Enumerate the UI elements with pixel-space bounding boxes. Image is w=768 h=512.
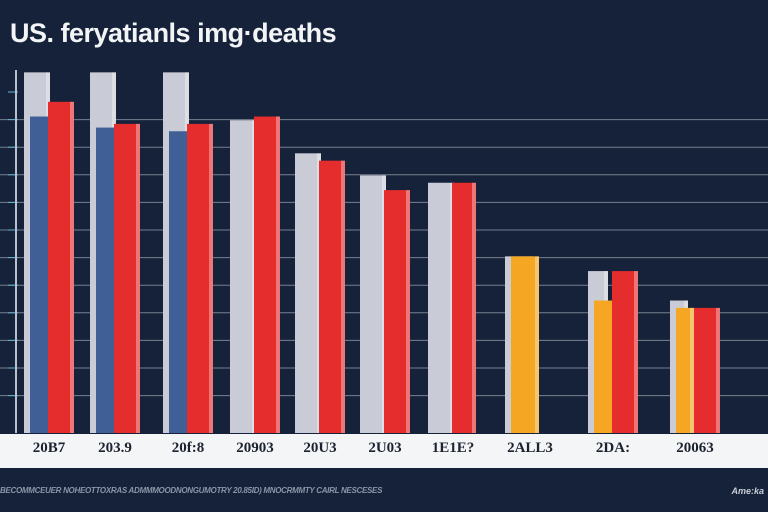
bar-highlight	[209, 123, 213, 433]
bar-highlight	[634, 271, 638, 433]
x-axis-strip	[0, 434, 768, 468]
bar-highlight	[70, 101, 74, 434]
x-tick-label: 1E1E?	[431, 440, 475, 456]
x-tick-label: 20B7	[32, 440, 66, 456]
bar	[30, 116, 52, 434]
bar	[676, 307, 694, 433]
bar-highlight	[535, 256, 539, 433]
bar	[612, 271, 638, 433]
bar	[360, 175, 386, 433]
bar	[319, 160, 345, 433]
x-tick-label: 20063	[676, 440, 714, 456]
bar-highlight	[406, 190, 410, 433]
bar-highlight	[472, 182, 476, 433]
bar	[114, 123, 140, 433]
bar	[254, 116, 280, 434]
x-tick-label: 20f:8	[171, 440, 205, 456]
x-tick-label: 20U3	[303, 440, 337, 456]
bar-highlight	[690, 307, 694, 433]
caption: BECOMMCEUER NOHEOTTOXRAS ADMMMOODNONGUMO…	[0, 486, 383, 495]
x-tick-label: 2DA:	[595, 440, 631, 456]
x-tick-label: 203.9	[98, 440, 132, 456]
bar-highlight	[276, 116, 280, 434]
bar	[96, 127, 118, 433]
bar	[428, 182, 454, 433]
bar	[452, 182, 476, 433]
bar	[511, 256, 539, 433]
bar	[230, 120, 256, 433]
bar	[187, 123, 213, 433]
bar-highlight	[341, 160, 345, 433]
plot-area	[0, 70, 768, 434]
bar	[295, 153, 321, 433]
x-tick-label: 20903	[236, 440, 274, 456]
bar-highlight	[136, 123, 140, 433]
bar	[169, 131, 191, 434]
source-label: Ame:ka	[731, 486, 764, 496]
bar	[384, 190, 410, 433]
bar	[594, 300, 616, 433]
x-tick-label: 2U03	[368, 440, 402, 456]
x-tick-label: 2ALL3	[507, 440, 553, 456]
bar	[48, 101, 74, 434]
chart-title: US. feryatianls img·deaths	[10, 18, 337, 48]
bar	[694, 307, 720, 433]
bar-highlight	[716, 307, 720, 433]
